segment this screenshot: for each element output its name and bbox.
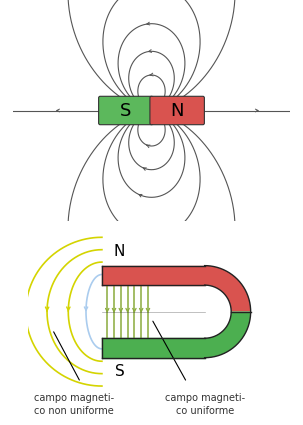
- FancyBboxPatch shape: [150, 96, 205, 125]
- Text: S: S: [115, 364, 125, 379]
- Polygon shape: [102, 338, 205, 358]
- Polygon shape: [205, 312, 251, 358]
- FancyBboxPatch shape: [98, 96, 153, 125]
- Text: campo magneti-
co non uniforme: campo magneti- co non uniforme: [34, 393, 114, 416]
- Text: N: N: [170, 102, 184, 119]
- Text: S: S: [120, 102, 132, 119]
- Text: N: N: [114, 244, 125, 259]
- Text: campo magneti-
co uniforme: campo magneti- co uniforme: [165, 393, 245, 416]
- Polygon shape: [205, 266, 251, 312]
- Polygon shape: [102, 266, 205, 285]
